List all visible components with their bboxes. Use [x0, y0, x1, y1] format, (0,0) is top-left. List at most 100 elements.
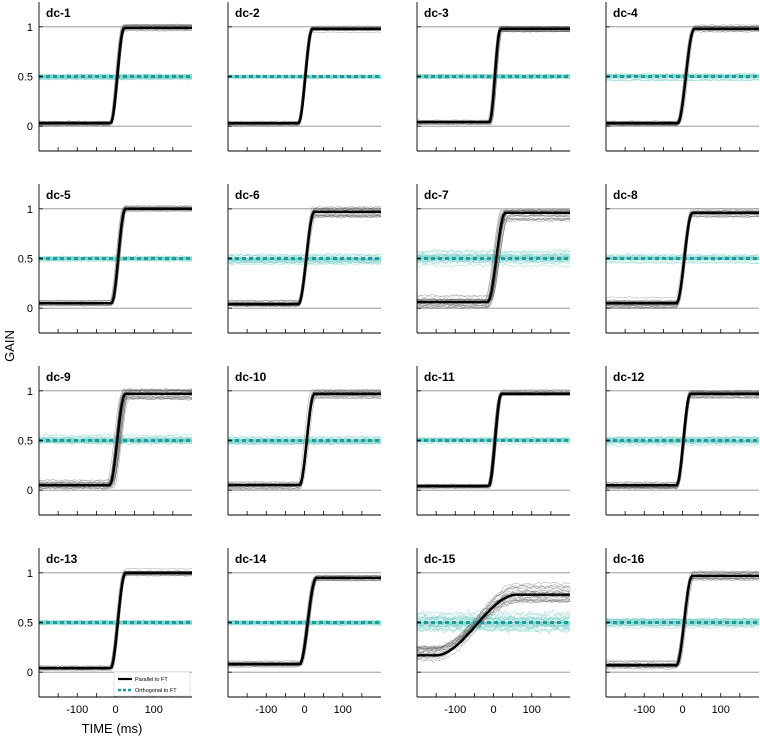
trace-group	[39, 568, 192, 672]
parallel-mean-line	[228, 27, 381, 125]
panel-title: dc-1	[46, 6, 71, 20]
x-axis-label: TIME (ms)	[82, 721, 143, 736]
orthogonal-trace	[417, 609, 570, 617]
panel-title: dc-2	[235, 6, 260, 20]
y-tick-label: 1	[27, 568, 33, 580]
panel-grid: 0 0.5 1 dc-1 dc-2 dc-3 dc-4 0 0.5 1 dc-5 dc-6 dc-7 dc…	[18, 2, 759, 716]
legend-box	[113, 671, 191, 697]
panel-dc-3: dc-3	[416, 2, 570, 152]
orthogonal-trace	[417, 612, 570, 619]
legend-orthogonal-label: Orthogonal to FT	[135, 688, 177, 694]
trace-group	[39, 204, 192, 307]
parallel-trace	[39, 394, 192, 489]
panel-dc-9: 0 0.5 1 dc-9	[18, 366, 192, 516]
trace-group	[39, 387, 192, 491]
parallel-mean-line	[606, 574, 759, 667]
x-tick-label: 0	[679, 704, 685, 716]
parallel-mean-line	[606, 392, 759, 487]
trace-group	[606, 570, 759, 670]
orthogonal-trace	[417, 256, 570, 263]
parallel-mean-line	[606, 27, 759, 125]
x-tick-label: 100	[523, 704, 541, 716]
orthogonal-trace	[417, 622, 570, 631]
parallel-trace	[417, 599, 570, 650]
orthogonal-trace	[417, 625, 570, 635]
trace-group	[417, 208, 570, 310]
x-tick-label: 100	[145, 704, 163, 716]
parallel-mean-line	[417, 593, 570, 657]
panel-dc-13: 0 0.5 1 -100 0 100 dc-13	[18, 548, 192, 716]
legend: Parallel to FT Orthogonal to FT	[113, 671, 191, 697]
panel-dc-5: 0 0.5 1 dc-5	[18, 184, 192, 334]
panel-title: dc-5	[46, 188, 71, 202]
parallel-mean-line	[228, 210, 381, 306]
parallel-mean-line	[417, 27, 570, 124]
trace-group	[417, 25, 570, 126]
panel-title: dc-3	[424, 6, 449, 20]
panel-dc-6: dc-6	[227, 184, 381, 334]
panel-title: dc-12	[613, 370, 645, 384]
panel-title: dc-14	[235, 552, 267, 566]
y-tick-label: 1	[27, 386, 33, 398]
parallel-mean-line	[228, 392, 381, 487]
orthogonal-trace	[417, 621, 570, 631]
parallel-trace	[228, 205, 381, 302]
orthogonal-trace	[39, 434, 192, 440]
orthogonal-trace	[606, 618, 759, 623]
trace-group	[228, 205, 381, 308]
parallel-mean-line	[606, 211, 759, 305]
y-tick-label: 0.5	[18, 436, 33, 448]
panel-dc-16: -100 0 100 dc-16	[605, 548, 759, 716]
x-tick-label: 0	[490, 704, 496, 716]
y-tick-label: 1	[27, 22, 33, 34]
orthogonal-trace	[39, 255, 192, 259]
y-axis-label: GAIN	[2, 330, 17, 362]
parallel-mean-line	[417, 392, 570, 488]
orthogonal-trace	[417, 252, 570, 258]
trace-group	[606, 208, 759, 310]
orthogonal-trace	[417, 259, 570, 265]
orthogonal-trace	[606, 78, 759, 82]
x-tick-label: -100	[444, 704, 466, 716]
parallel-mean-line	[417, 211, 570, 304]
y-tick-label: 0	[27, 485, 33, 497]
panel-title: dc-16	[613, 552, 645, 566]
parallel-trace	[39, 393, 192, 483]
parallel-trace	[417, 598, 570, 658]
panel-title: dc-15	[424, 552, 456, 566]
parallel-mean-line	[228, 576, 381, 666]
orthogonal-trace	[606, 617, 759, 622]
x-tick-label: -100	[633, 704, 655, 716]
x-tick-label: 0	[112, 704, 118, 716]
parallel-trace	[417, 597, 570, 653]
x-tick-label: -100	[255, 704, 277, 716]
panel-title: dc-7	[424, 188, 449, 202]
trace-group	[417, 581, 570, 663]
panel-dc-10: dc-10	[227, 366, 381, 516]
panel-dc-4: dc-4	[605, 2, 759, 152]
legend-parallel-label: Parallel to FT	[135, 677, 168, 683]
y-tick-label: 0.5	[18, 254, 33, 266]
panel-title: dc-10	[235, 370, 267, 384]
orthogonal-trace	[417, 615, 570, 623]
parallel-mean-line	[39, 207, 192, 305]
panel-dc-2: dc-2	[227, 2, 381, 152]
trace-group	[228, 388, 381, 491]
trace-group	[417, 389, 570, 490]
panel-dc-7: dc-7	[416, 184, 570, 334]
orthogonal-trace	[417, 615, 570, 623]
y-tick-label: 0	[27, 121, 33, 133]
parallel-trace	[39, 575, 192, 668]
panel-title: dc-6	[235, 188, 260, 202]
trace-group	[228, 574, 381, 668]
panel-dc-12: dc-12	[605, 366, 759, 516]
panel-dc-14: -100 0 100 dc-14	[227, 548, 381, 716]
x-tick-label: -100	[66, 704, 88, 716]
panel-dc-8: dc-8	[605, 184, 759, 334]
trace-group	[606, 389, 759, 490]
panel-title: dc-13	[46, 552, 78, 566]
parallel-mean-line	[39, 571, 192, 670]
panel-dc-11: dc-11	[416, 366, 570, 516]
panel-title: dc-11	[424, 370, 455, 384]
